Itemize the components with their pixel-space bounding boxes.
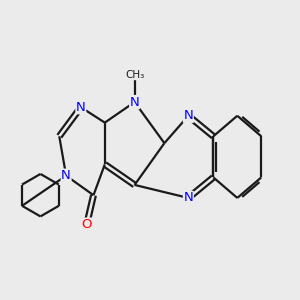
Text: O: O	[81, 218, 92, 231]
Text: CH₃: CH₃	[125, 70, 144, 80]
Text: N: N	[61, 169, 71, 182]
Text: N: N	[130, 96, 140, 109]
Text: N: N	[76, 101, 86, 114]
Text: N: N	[184, 109, 193, 122]
Text: N: N	[184, 191, 193, 204]
